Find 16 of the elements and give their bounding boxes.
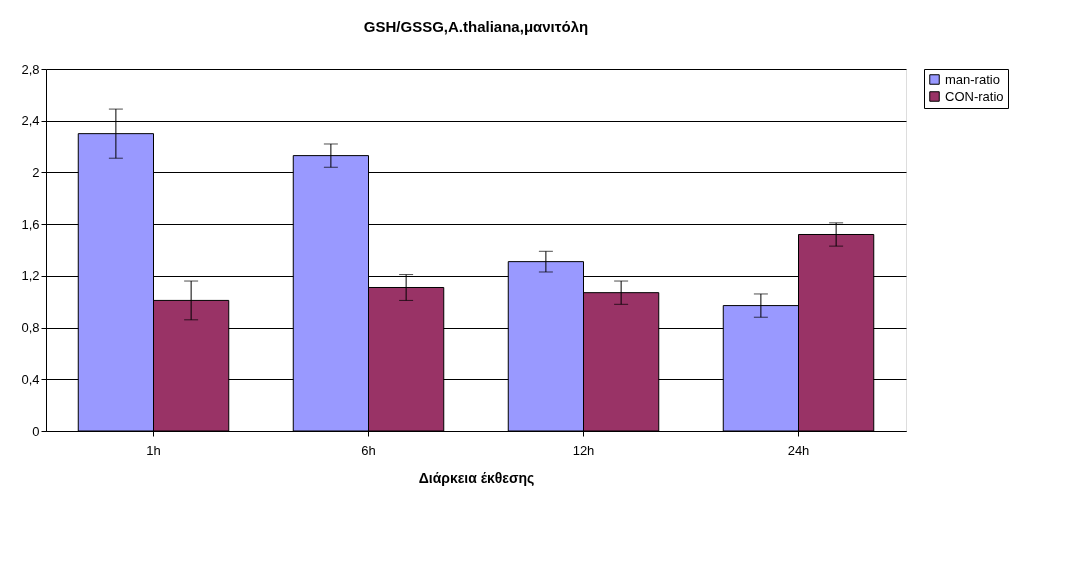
y-tick-label: 0 xyxy=(32,423,40,439)
y-tick-label: 2,4 xyxy=(21,113,40,129)
y-tick-label: 1,2 xyxy=(21,268,40,284)
y-tick-label: 2 xyxy=(32,164,40,180)
legend-label: man-ratio xyxy=(945,71,1000,87)
x-tick-label: 1h xyxy=(146,442,161,458)
y-tick-label: 0,4 xyxy=(21,371,40,387)
x-tick-label: 6h xyxy=(361,442,376,458)
x-tick-label: 24h xyxy=(787,442,810,458)
x-axis-title: Διάρκεια έκθεσης xyxy=(418,469,535,486)
y-tick-label: 1,6 xyxy=(21,216,40,232)
legend-label: CON-ratio xyxy=(945,88,1004,104)
chart-title: GSH/GSSG,A.thaliana,μανιτόλη xyxy=(363,18,589,35)
y-tick-label: 0,8 xyxy=(21,320,40,336)
y-tick-label: 2,8 xyxy=(21,61,40,77)
x-tick-label: 12h xyxy=(572,442,595,458)
